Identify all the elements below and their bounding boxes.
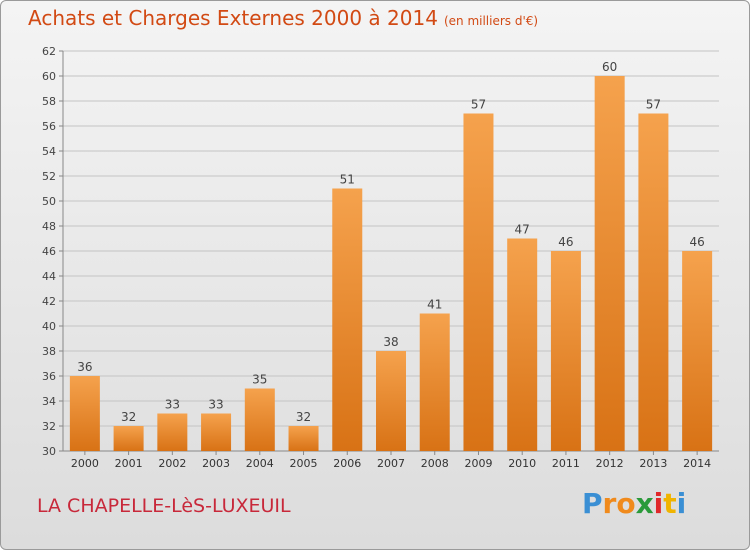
x-tick-label: 2014 [683, 457, 711, 470]
proxiti-logo: Proxiti [582, 487, 686, 520]
y-tick-label: 30 [42, 445, 56, 458]
data-label-2005: 32 [296, 410, 311, 424]
bar-2013 [638, 113, 669, 451]
bar-2007 [376, 351, 406, 451]
y-tick-label: 48 [42, 220, 56, 233]
commune-name: LA CHAPELLE-LèS-LUXEUIL [37, 495, 291, 517]
chart-unit: (en milliers d'€) [443, 14, 539, 28]
data-label-2002: 33 [165, 398, 180, 412]
bar-2010 [507, 238, 538, 451]
bar-2005 [288, 426, 319, 451]
data-label-2003: 33 [208, 398, 223, 412]
data-label-2014: 46 [689, 235, 704, 249]
data-label-2007: 38 [383, 335, 398, 349]
data-label-2012: 60 [602, 60, 617, 74]
chart-title: Achats et Charges Externes 2000 à 2014 (e… [28, 6, 538, 30]
y-tick-label: 34 [42, 395, 56, 408]
logo-letter: r [602, 487, 617, 520]
x-tick-label: 2009 [464, 457, 492, 470]
data-label-2004: 35 [252, 373, 267, 387]
x-tick-label: 2010 [508, 457, 536, 470]
bar-2009 [463, 113, 494, 451]
x-tick-label: 2013 [639, 457, 667, 470]
bar-2002 [157, 413, 188, 451]
y-tick-label: 62 [42, 45, 56, 58]
data-label-2009: 57 [471, 98, 486, 112]
y-tick-label: 60 [42, 70, 56, 83]
x-tick-label: 2000 [71, 457, 99, 470]
data-label-2006: 51 [340, 173, 355, 187]
y-tick-label: 54 [42, 145, 56, 158]
y-tick-label: 42 [42, 295, 56, 308]
bar-2001 [113, 426, 144, 451]
logo-letter: o [616, 487, 636, 520]
logo-letter: i [653, 487, 664, 520]
y-tick-label: 46 [42, 245, 56, 258]
x-tick-label: 2012 [596, 457, 624, 470]
data-label-2013: 57 [646, 98, 661, 112]
logo-letter: P [582, 487, 603, 520]
bar-2003 [201, 413, 232, 451]
x-tick-label: 2001 [115, 457, 143, 470]
bar-2011 [550, 251, 581, 451]
logo-letter: i [676, 487, 687, 520]
x-tick-label: 2006 [333, 457, 361, 470]
bar-2000 [69, 376, 100, 451]
bar-2008 [419, 313, 450, 451]
data-label-2010: 47 [515, 223, 530, 237]
y-tick-label: 50 [42, 195, 56, 208]
x-tick-label: 2011 [552, 457, 580, 470]
y-tick-label: 44 [42, 270, 56, 283]
y-tick-label: 38 [42, 345, 56, 358]
data-label-2001: 32 [121, 410, 136, 424]
bar-2012 [594, 76, 625, 451]
y-tick-label: 58 [42, 95, 56, 108]
bar-2006 [332, 188, 363, 451]
data-label-2011: 46 [558, 235, 573, 249]
chart-title-text: Achats et Charges Externes 2000 à 2014 [28, 6, 438, 30]
x-tick-label: 2002 [158, 457, 186, 470]
bar-2004 [244, 388, 275, 451]
logo-letter: t [663, 487, 677, 520]
y-tick-label: 40 [42, 320, 56, 333]
data-label-2008: 41 [427, 298, 442, 312]
bar-2014 [682, 251, 713, 451]
x-tick-label: 2007 [377, 457, 405, 470]
x-tick-label: 2008 [421, 457, 449, 470]
data-label-2000: 36 [77, 360, 92, 374]
y-tick-label: 52 [42, 170, 56, 183]
y-tick-label: 32 [42, 420, 56, 433]
x-tick-label: 2005 [290, 457, 318, 470]
y-tick-label: 56 [42, 120, 56, 133]
logo-letter: x [635, 487, 654, 520]
x-tick-label: 2003 [202, 457, 230, 470]
x-tick-label: 2004 [246, 457, 274, 470]
y-tick-label: 36 [42, 370, 56, 383]
